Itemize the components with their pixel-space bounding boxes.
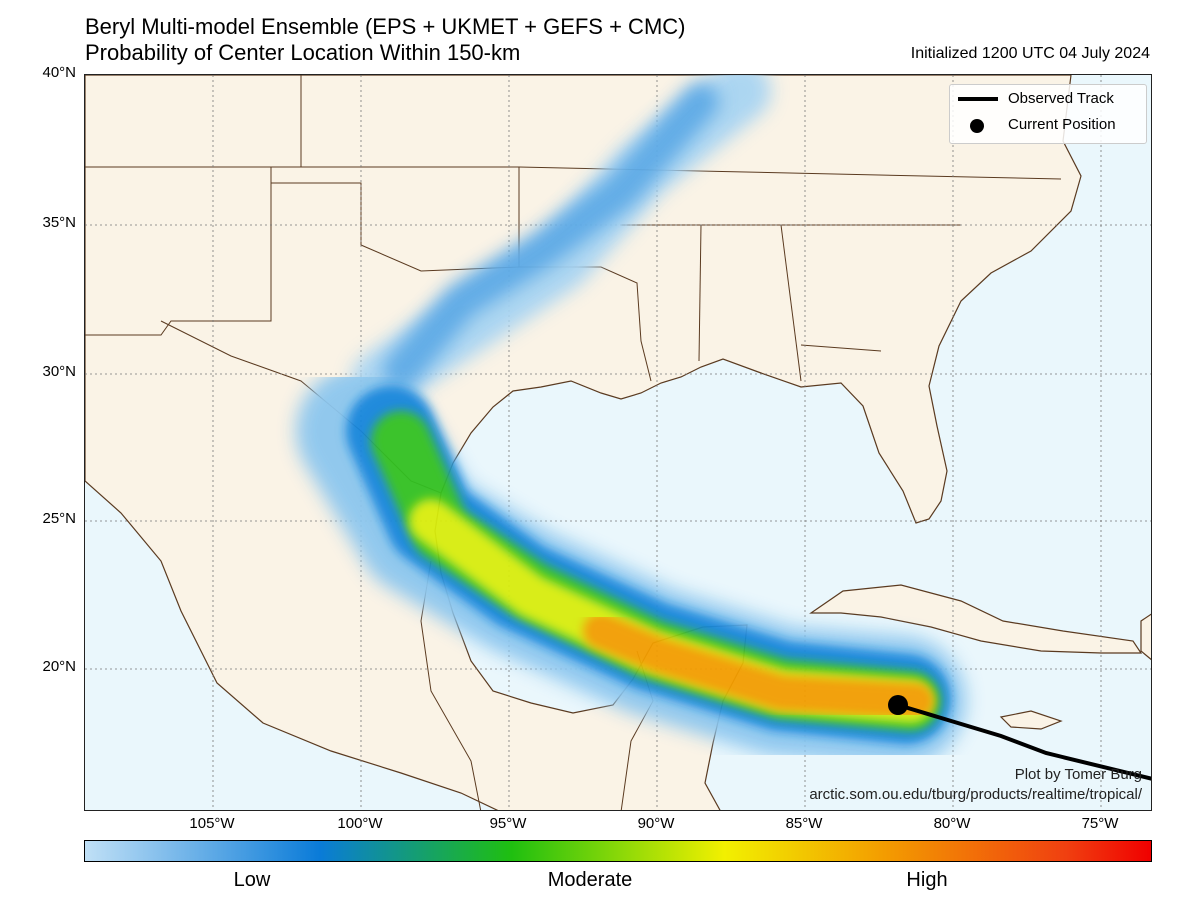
- lat-label: 35°N: [42, 214, 76, 231]
- line-icon: [958, 97, 998, 101]
- colorbar-label-moderate: Moderate: [547, 869, 633, 891]
- legend-observed-track: Observed Track: [1008, 90, 1114, 107]
- colorbar-label-high: High: [906, 869, 948, 891]
- legend: Observed Track Current Position: [949, 84, 1147, 144]
- probability-swath: [296, 75, 966, 766]
- map-canvas: [85, 75, 1151, 810]
- map-area: [84, 74, 1152, 811]
- lat-label: 30°N: [42, 363, 76, 380]
- lon-label: 75°W: [1081, 815, 1119, 832]
- credit-url: arctic.som.ou.edu/tburg/products/realtim…: [809, 786, 1142, 803]
- colorbar-label-low: Low: [233, 869, 271, 891]
- graticule: [85, 75, 1151, 810]
- cuba-land: [809, 584, 1143, 654]
- lat-label: 20°N: [42, 658, 76, 675]
- lon-label: 90°W: [637, 815, 675, 832]
- initialized-time: Initialized 1200 UTC 04 July 2024: [910, 45, 1150, 62]
- legend-current-position: Current Position: [1008, 116, 1116, 133]
- dot-icon: [970, 119, 984, 133]
- title-line-2: Probability of Center Location Within 15…: [85, 40, 521, 65]
- lon-label: 105°W: [189, 815, 235, 832]
- current-position-marker: [888, 695, 908, 715]
- lat-label: 25°N: [42, 510, 76, 527]
- colorbar: [84, 840, 1152, 862]
- jamaica-land: [999, 710, 1063, 730]
- title-line-1: Beryl Multi-model Ensemble (EPS + UKMET …: [85, 14, 686, 39]
- lon-label: 100°W: [337, 815, 383, 832]
- credit-author: Plot by Tomer Burg: [1014, 766, 1142, 783]
- hispaniola-land: [1140, 613, 1151, 661]
- lon-label: 80°W: [933, 815, 971, 832]
- north-america-land: [85, 75, 1082, 810]
- observed-track: [897, 703, 1151, 781]
- lon-label: 95°W: [489, 815, 527, 832]
- lon-label: 85°W: [785, 815, 823, 832]
- lat-label: 40°N: [42, 64, 76, 81]
